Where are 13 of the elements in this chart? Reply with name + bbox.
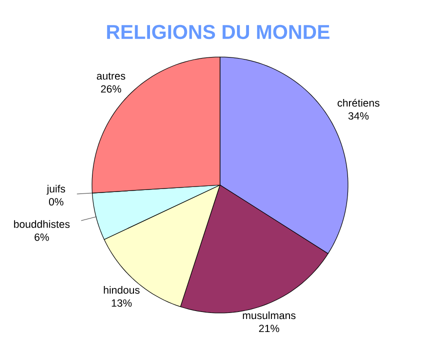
data-label: 26% — [101, 85, 122, 93]
slice-label: hindous — [104, 286, 140, 294]
data-label: 13% — [112, 299, 132, 307]
chart-title: RELIGIONS DU MONDE — [107, 24, 330, 40]
text: 0% — [48, 198, 64, 206]
slice-label: musulmans — [242, 311, 296, 320]
legend-label: juifs — [46, 184, 66, 195]
data-label: 6% — [34, 233, 49, 241]
slice-label: chrétiens — [338, 98, 380, 107]
slice-label: autres — [96, 72, 126, 80]
slice-label: bouddhistes — [14, 220, 70, 228]
data-label: 21% — [259, 324, 280, 332]
data-label: 34% — [348, 112, 369, 120]
